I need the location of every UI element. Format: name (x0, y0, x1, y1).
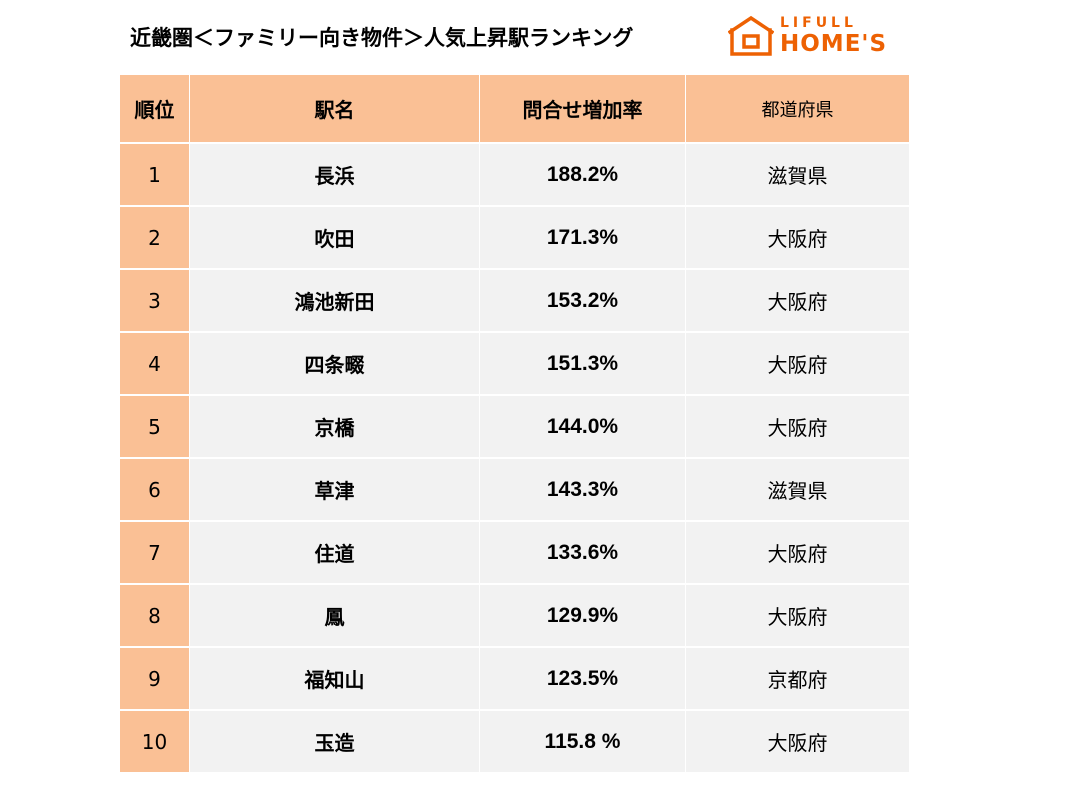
table-row: 3 鴻池新田 153.2% 大阪府 (120, 270, 910, 333)
lifull-homes-logo: LIFULL HOME'S (728, 14, 887, 58)
prefecture-cell: 大阪府 (686, 396, 910, 459)
prefecture-cell: 滋賀県 (686, 459, 910, 522)
rate-cell: 188.2% (480, 144, 686, 207)
station-cell: 京橋 (190, 396, 480, 459)
rate-cell: 153.2% (480, 270, 686, 333)
station-cell: 四条畷 (190, 333, 480, 396)
logo-text-lifull: LIFULL (780, 15, 857, 31)
table-header-row: 順位 駅名 問合せ増加率 都道府県 (120, 75, 910, 144)
rank-cell: 5 (120, 396, 190, 459)
prefecture-cell: 大阪府 (686, 333, 910, 396)
table-row: 10 玉造 115.8 % 大阪府 (120, 711, 910, 774)
rank-cell: 6 (120, 459, 190, 522)
prefecture-cell: 大阪府 (686, 711, 910, 774)
rate-cell: 143.3% (480, 459, 686, 522)
rank-cell: 1 (120, 144, 190, 207)
prefecture-cell: 滋賀県 (686, 144, 910, 207)
prefecture-cell: 大阪府 (686, 270, 910, 333)
station-cell: 吹田 (190, 207, 480, 270)
prefecture-cell: 大阪府 (686, 585, 910, 648)
prefecture-cell: 大阪府 (686, 522, 910, 585)
header-prefecture: 都道府県 (686, 75, 910, 144)
station-cell: 福知山 (190, 648, 480, 711)
rank-cell: 3 (120, 270, 190, 333)
rate-cell: 151.3% (480, 333, 686, 396)
station-cell: 草津 (190, 459, 480, 522)
house-logo-icon (728, 15, 774, 56)
rate-cell: 115.8 % (480, 711, 686, 774)
prefecture-cell: 京都府 (686, 648, 910, 711)
ranking-table: 順位 駅名 問合せ増加率 都道府県 1 長浜 188.2% 滋賀県 2 吹田 171.3% 大… (120, 75, 910, 774)
rate-cell: 171.3% (480, 207, 686, 270)
table-row: 1 長浜 188.2% 滋賀県 (120, 144, 910, 207)
page-title: 近畿圏＜ファミリー向き物件＞人気上昇駅ランキング (130, 26, 634, 50)
rate-cell: 144.0% (480, 396, 686, 459)
station-cell: 住道 (190, 522, 480, 585)
rank-cell: 4 (120, 333, 190, 396)
header-rate: 問合せ増加率 (480, 75, 686, 144)
station-cell: 玉造 (190, 711, 480, 774)
header-rank: 順位 (120, 75, 190, 144)
table-row: 6 草津 143.3% 滋賀県 (120, 459, 910, 522)
rank-cell: 8 (120, 585, 190, 648)
rank-cell: 2 (120, 207, 190, 270)
station-cell: 鳳 (190, 585, 480, 648)
station-cell: 鴻池新田 (190, 270, 480, 333)
rate-cell: 123.5% (480, 648, 686, 711)
logo-text-homes: HOME'S (780, 31, 888, 57)
rate-cell: 133.6% (480, 522, 686, 585)
station-cell: 長浜 (190, 144, 480, 207)
rank-cell: 7 (120, 522, 190, 585)
rank-cell: 9 (120, 648, 190, 711)
table-row: 5 京橋 144.0% 大阪府 (120, 396, 910, 459)
table-row: 2 吹田 171.3% 大阪府 (120, 207, 910, 270)
rate-cell: 129.9% (480, 585, 686, 648)
table-row: 4 四条畷 151.3% 大阪府 (120, 333, 910, 396)
header-station: 駅名 (190, 75, 480, 144)
table-row: 9 福知山 123.5% 京都府 (120, 648, 910, 711)
table-row: 7 住道 133.6% 大阪府 (120, 522, 910, 585)
prefecture-cell: 大阪府 (686, 207, 910, 270)
table-row: 8 鳳 129.9% 大阪府 (120, 585, 910, 648)
rank-cell: 10 (120, 711, 190, 774)
